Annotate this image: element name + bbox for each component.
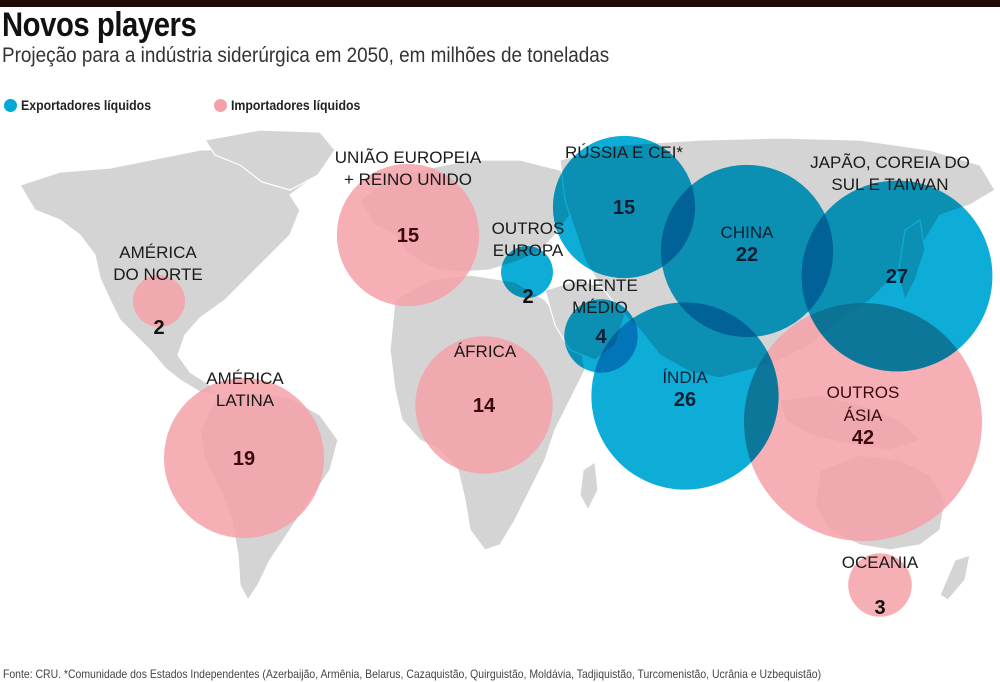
region-label-america-do-norte: DO NORTE xyxy=(113,265,202,284)
region-label-outros-europa: EUROPA xyxy=(493,241,564,260)
legend-importers-swatch xyxy=(214,98,227,112)
legend-exporters: Exportadores líquidos xyxy=(4,97,169,113)
value-label-russia-cei: 15 xyxy=(613,197,635,219)
bubble-oceania xyxy=(848,553,912,617)
bubbles-layer xyxy=(133,135,993,617)
region-label-uniao-europeia: UNIÃO EUROPEIA xyxy=(335,148,482,167)
value-label-china: 22 xyxy=(736,244,758,266)
region-label-russia-cei: RÚSSIA E CEI* xyxy=(565,143,683,162)
chart-subtitle: Projeção para a indústria siderúrgica em… xyxy=(2,44,610,67)
legend-importers: Importadores líquidos xyxy=(214,97,378,113)
region-label-uniao-europeia: + REINO UNIDO xyxy=(344,170,472,189)
value-label-outros-asia: 42 xyxy=(852,427,874,449)
bubble-america-latina xyxy=(163,377,325,539)
value-label-africa: 14 xyxy=(473,395,496,417)
region-label-oceania: OCEANIA xyxy=(842,553,919,572)
region-label-africa: ÁFRICA xyxy=(454,342,517,361)
value-label-uniao-europeia: 15 xyxy=(397,225,419,247)
region-label-outros-asia: OUTROS xyxy=(827,383,900,402)
value-label-oceania: 3 xyxy=(874,597,885,619)
bubble-uniao-europeia xyxy=(336,163,480,307)
bubble-africa xyxy=(415,336,553,474)
value-label-oriente-medio: 4 xyxy=(595,326,607,348)
bubble-oriente-medio xyxy=(564,299,638,373)
legend-exporters-label: Exportadores líquidos xyxy=(21,97,152,113)
value-label-america-do-norte: 2 xyxy=(153,317,164,339)
region-label-america-latina: AMÉRICA xyxy=(206,369,284,388)
bubble-america-do-norte xyxy=(133,275,185,327)
bubble-japao-coreia-taiwan xyxy=(801,180,993,372)
region-label-america-do-norte: AMÉRICA xyxy=(119,243,197,262)
labels-layer: AMÉRICA DO NORTE 2 AMÉRICA LATINA 19 UNIÃO EUR… xyxy=(113,143,970,619)
top-rule xyxy=(0,0,1000,7)
region-label-america-latina: LATINA xyxy=(216,391,275,410)
value-label-japao-coreia-taiwan: 27 xyxy=(886,266,908,288)
bubble-china xyxy=(660,164,834,338)
region-label-outros-europa: OUTROS xyxy=(492,219,565,238)
region-label-china: CHINA xyxy=(721,223,775,242)
region-label-japao-coreia-taiwan: SUL E TAIWAN xyxy=(831,175,948,194)
legend-importers-label: Importadores líquidos xyxy=(231,97,361,113)
bubble-india xyxy=(591,302,779,490)
value-label-india: 26 xyxy=(674,389,696,411)
chart-title: Novos players xyxy=(2,6,197,44)
legend-exporters-swatch xyxy=(4,98,17,112)
source-note: Fonte: CRU. *Comunidade dos Estados Inde… xyxy=(3,667,822,681)
bubble-russia-cei xyxy=(552,135,696,279)
value-label-america-latina: 19 xyxy=(233,448,255,470)
region-label-oriente-medio: MÉDIO xyxy=(572,298,628,317)
region-label-outros-asia: ÁSIA xyxy=(844,406,883,425)
region-label-japao-coreia-taiwan: JAPÃO, COREIA DO xyxy=(810,153,970,172)
region-label-india: ÍNDIA xyxy=(662,368,708,387)
value-label-outros-europa: 2 xyxy=(522,286,533,308)
bubble-outros-europa xyxy=(501,246,553,298)
region-label-oriente-medio: ORIENTE xyxy=(562,276,638,295)
